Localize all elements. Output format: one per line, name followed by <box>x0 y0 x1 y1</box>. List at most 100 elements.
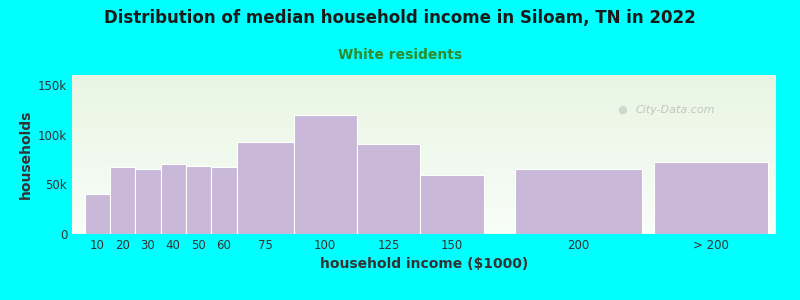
Bar <box>72 211 776 212</box>
Bar <box>72 176 776 177</box>
Bar <box>72 181 776 182</box>
Bar <box>72 141 776 142</box>
Bar <box>72 89 776 90</box>
Bar <box>72 142 776 143</box>
Bar <box>110 167 135 234</box>
Bar <box>72 162 776 163</box>
Bar <box>72 184 776 185</box>
Bar <box>72 175 776 176</box>
Bar <box>186 167 211 234</box>
Bar <box>72 149 776 150</box>
Bar <box>357 144 420 234</box>
Bar <box>72 135 776 136</box>
Bar <box>72 179 776 180</box>
Bar <box>72 209 776 210</box>
Bar <box>72 189 776 190</box>
Bar <box>72 157 776 158</box>
Bar <box>72 137 776 138</box>
Bar <box>72 85 776 86</box>
Bar <box>654 163 769 234</box>
Bar <box>72 225 776 226</box>
Bar <box>72 97 776 98</box>
Bar <box>72 183 776 184</box>
Bar <box>72 107 776 108</box>
Bar <box>72 201 776 202</box>
Bar <box>72 173 776 174</box>
Bar <box>72 123 776 124</box>
Bar <box>72 197 776 198</box>
Bar <box>72 164 776 165</box>
Bar <box>72 95 776 96</box>
Bar <box>72 99 776 100</box>
Bar <box>72 104 776 105</box>
Bar <box>72 222 776 223</box>
Bar <box>72 207 776 208</box>
Bar <box>72 78 776 79</box>
Bar <box>72 147 776 148</box>
Bar <box>72 77 776 78</box>
Bar <box>72 151 776 152</box>
Bar <box>72 100 776 101</box>
Bar <box>72 105 776 106</box>
Bar <box>72 116 776 117</box>
Bar <box>72 221 776 222</box>
Bar <box>72 202 776 203</box>
Bar <box>72 129 776 130</box>
Bar <box>72 154 776 155</box>
Bar <box>72 220 776 221</box>
Bar <box>72 75 776 76</box>
Bar <box>72 158 776 159</box>
Bar <box>72 177 776 178</box>
Bar <box>72 216 776 217</box>
Bar <box>72 96 776 97</box>
Bar <box>72 88 776 89</box>
Bar <box>72 208 776 209</box>
Bar <box>72 100 776 101</box>
Bar <box>72 231 776 232</box>
Bar <box>72 169 776 170</box>
Bar <box>72 203 776 204</box>
Bar <box>72 161 776 162</box>
Text: Distribution of median household income in Siloam, TN in 2022: Distribution of median household income … <box>104 9 696 27</box>
Bar <box>72 163 776 164</box>
Bar <box>72 199 776 200</box>
Bar <box>72 165 776 166</box>
Bar <box>72 82 776 83</box>
Bar <box>72 80 776 81</box>
Bar <box>237 142 294 234</box>
Bar <box>72 167 776 168</box>
Bar <box>72 172 776 173</box>
Bar <box>72 186 776 187</box>
Text: White residents: White residents <box>338 48 462 62</box>
Bar <box>72 122 776 123</box>
Bar <box>72 213 776 214</box>
Bar <box>72 217 776 218</box>
Bar <box>72 206 776 207</box>
Bar <box>72 93 776 94</box>
Bar <box>72 144 776 145</box>
Bar <box>72 101 776 102</box>
Bar <box>72 180 776 181</box>
Bar <box>72 87 776 88</box>
Bar <box>72 84 776 85</box>
Bar <box>72 218 776 219</box>
Bar <box>72 79 776 80</box>
Bar <box>72 150 776 151</box>
Text: ●: ● <box>618 105 627 115</box>
Bar <box>420 176 483 234</box>
Bar <box>72 193 776 194</box>
Bar <box>72 233 776 234</box>
Bar <box>72 168 776 169</box>
Bar <box>72 128 776 129</box>
Bar <box>72 145 776 146</box>
Bar <box>72 170 776 171</box>
Bar <box>72 200 776 201</box>
Bar <box>72 98 776 99</box>
Bar <box>72 91 776 92</box>
Bar <box>72 162 776 163</box>
Bar <box>72 132 776 133</box>
Bar <box>72 148 776 149</box>
Bar <box>72 153 776 154</box>
Bar <box>72 191 776 192</box>
Bar <box>72 185 776 186</box>
